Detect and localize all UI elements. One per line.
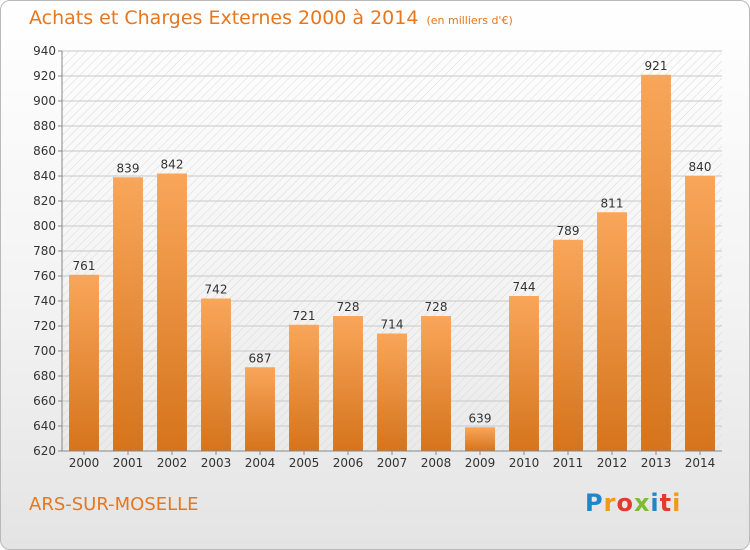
x-tick-label: 2012 [597, 456, 628, 470]
y-tick-label: 920 [33, 69, 56, 83]
y-tick-label: 720 [33, 319, 56, 333]
proxiti-logo: Proxiti [585, 489, 682, 517]
bar-2007 [377, 333, 407, 451]
bar-2008 [421, 316, 451, 451]
y-tick-label: 820 [33, 194, 56, 208]
x-tick-label: 2001 [113, 456, 144, 470]
y-tick-label: 680 [33, 369, 56, 383]
bar-2002 [157, 173, 187, 451]
bar-2012 [597, 212, 627, 451]
bar-2005 [289, 324, 319, 451]
y-tick-label: 760 [33, 269, 56, 283]
x-tick-label: 2004 [245, 456, 276, 470]
y-tick-label: 620 [33, 444, 56, 458]
value-label: 744 [513, 280, 536, 294]
bar-2004 [245, 367, 275, 451]
y-tick-label: 900 [33, 94, 56, 108]
bar-2014 [685, 176, 715, 451]
y-axis-ticks: 620 640 660 680 700 720 740 760 780 800 820 840 860 8… [33, 44, 62, 458]
value-label: 742 [205, 283, 228, 297]
value-label: 789 [557, 224, 580, 238]
value-label: 639 [469, 411, 492, 425]
value-label: 687 [249, 351, 272, 365]
y-tick-label: 840 [33, 169, 56, 183]
y-tick-label: 880 [33, 119, 56, 133]
bar-2009 [465, 427, 495, 451]
value-label: 811 [601, 196, 624, 210]
y-tick-label: 940 [33, 44, 56, 58]
chart-unit: (en milliers d'€) [426, 14, 513, 27]
bar-2003 [201, 298, 231, 451]
y-tick-label: 640 [33, 419, 56, 433]
x-tick-label: 2009 [465, 456, 496, 470]
chart-title: Achats et Charges Externes 2000 à 2014 (e… [29, 7, 513, 29]
value-label: 721 [293, 309, 316, 323]
bar-2010 [509, 296, 539, 451]
x-tick-label: 2005 [289, 456, 320, 470]
x-tick-label: 2011 [553, 456, 584, 470]
bars [69, 74, 715, 451]
city-name: ARS-SUR-MOSELLE [29, 494, 199, 515]
x-tick-label: 2000 [69, 456, 100, 470]
value-label: 728 [337, 300, 360, 314]
y-tick-label: 860 [33, 144, 56, 158]
x-tick-label: 2007 [377, 456, 408, 470]
bar-2013 [641, 74, 671, 451]
value-label: 921 [645, 59, 668, 73]
x-tick-label: 2008 [421, 456, 452, 470]
value-label: 728 [425, 300, 448, 314]
y-tick-label: 800 [33, 219, 56, 233]
y-tick-label: 780 [33, 244, 56, 258]
value-label: 840 [689, 160, 712, 174]
bar-2006 [333, 316, 363, 451]
x-tick-label: 2003 [201, 456, 232, 470]
bar-2000 [69, 274, 99, 451]
value-labels: 761 839 842 742 687 721 728 714 728 639 744 789 811 9… [73, 59, 712, 426]
y-tick-label: 700 [33, 344, 56, 358]
x-axis-ticks: 2000 2001 2002 2003 2004 2005 2006 2007 2008 2009… [69, 451, 716, 470]
x-tick-label: 2014 [685, 456, 716, 470]
x-tick-label: 2010 [509, 456, 540, 470]
x-tick-label: 2006 [333, 456, 364, 470]
y-tick-label: 740 [33, 294, 56, 308]
value-label: 839 [117, 161, 140, 175]
value-label: 842 [161, 158, 184, 172]
y-tick-label: 660 [33, 394, 56, 408]
chart-title-text: Achats et Charges Externes 2000 à 2014 [29, 7, 419, 29]
bar-2011 [553, 239, 583, 451]
bar-2001 [113, 177, 143, 451]
x-tick-label: 2002 [157, 456, 188, 470]
x-tick-label: 2013 [641, 456, 672, 470]
value-label: 761 [73, 259, 96, 273]
value-label: 714 [381, 318, 404, 332]
